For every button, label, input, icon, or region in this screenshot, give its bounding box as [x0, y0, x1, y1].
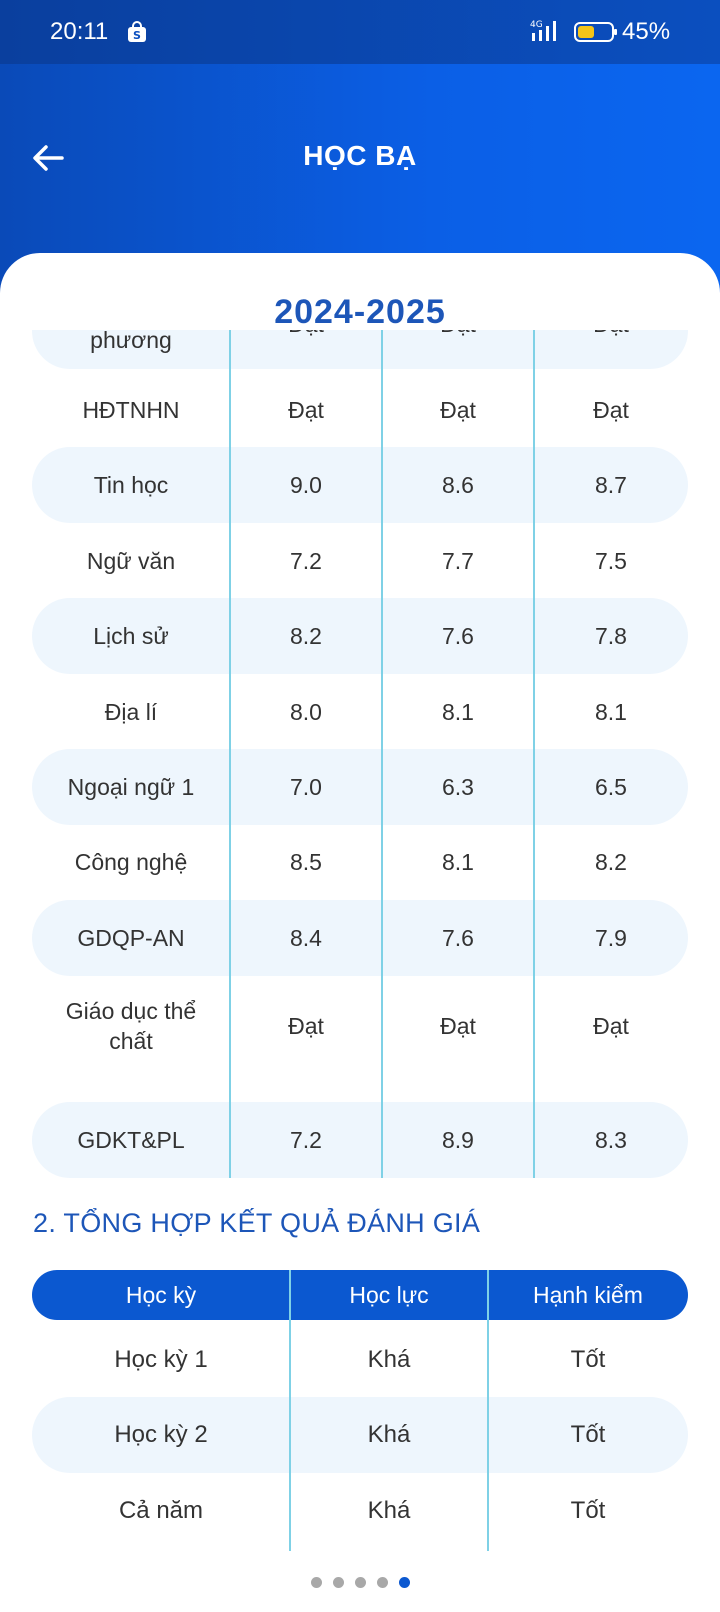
- school-year-title: 2024-2025: [274, 293, 446, 331]
- subject-cell: Công nghệ: [74, 849, 188, 875]
- back-button[interactable]: [28, 138, 68, 178]
- semester2-score: 7.6: [442, 925, 474, 951]
- table-row: phương Đạt Đạt Đạt: [32, 330, 688, 369]
- column-divider: [381, 330, 383, 1178]
- arrow-left-icon: [33, 145, 64, 171]
- year-score: Đạt: [593, 397, 629, 423]
- year-score: 8.7: [595, 472, 627, 498]
- page-dot[interactable]: [377, 1577, 388, 1588]
- subject-cell: Ngữ văn: [86, 548, 176, 574]
- semester1-score: 8.0: [290, 699, 322, 725]
- year-score: 7.5: [595, 548, 627, 574]
- table-row: Công nghệ 8.5 8.1 8.2: [32, 824, 688, 900]
- semester1-score: 9.0: [290, 472, 322, 498]
- conduct-cell: Tốt: [570, 1346, 606, 1373]
- subject-cell: Giáo dục thể chất: [65, 998, 197, 1054]
- page-dot[interactable]: [355, 1577, 366, 1588]
- page-dot[interactable]: [311, 1577, 322, 1588]
- header-academic: Học lực: [349, 1281, 429, 1308]
- summary-column-divider: [487, 1270, 489, 1551]
- semester2-score: 8.6: [442, 472, 474, 498]
- summary-row: Học kỳ 1 Khá Tốt: [32, 1322, 688, 1398]
- year-score: 8.2: [595, 849, 627, 875]
- column-divider: [229, 330, 231, 1178]
- term-cell: Học kỳ 1: [114, 1346, 208, 1373]
- semester1-score: 8.5: [290, 849, 322, 875]
- summary-row: Cả năm Khá Tốt: [32, 1473, 688, 1549]
- semester2-score: 8.1: [442, 699, 474, 725]
- subject-cell: Địa lí: [104, 699, 158, 725]
- semester1-score: 7.2: [290, 1127, 322, 1153]
- summary-column-divider: [289, 1270, 291, 1551]
- semester1-score: Đạt: [288, 397, 324, 423]
- signal-4g-icon: 4G: [530, 20, 556, 41]
- conduct-cell: Tốt: [570, 1497, 606, 1524]
- year-score: Đạt: [534, 330, 688, 369]
- table-row: GDKT&PL 7.2 8.9 8.3: [32, 1102, 688, 1178]
- year-score: 7.8: [595, 623, 627, 649]
- academic-cell: Khá: [367, 1346, 411, 1373]
- semester1-score: Đạt: [288, 1013, 324, 1039]
- column-divider: [533, 330, 535, 1178]
- battery-percent: 45%: [622, 18, 671, 45]
- page-indicator: [0, 1577, 720, 1589]
- semester1-score: 8.2: [290, 623, 322, 649]
- semester2-score: Đạt: [440, 397, 476, 423]
- table-row: Lịch sử 8.2 7.6 7.8: [32, 598, 688, 674]
- table-row: Địa lí 8.0 8.1 8.1: [32, 674, 688, 750]
- table-row: Giáo dục thể chất Đạt Đạt Đạt: [32, 975, 688, 1077]
- subject-cell: Lịch sử: [93, 623, 169, 649]
- table-row: HĐTNHN Đạt Đạt Đạt: [32, 372, 688, 448]
- term-cell: Học kỳ 2: [114, 1421, 208, 1448]
- subject-cell: Tin học: [93, 472, 169, 498]
- semester2-score: 8.1: [442, 849, 474, 875]
- year-score: 8.1: [595, 699, 627, 725]
- summary-row: Học kỳ 2 Khá Tốt: [32, 1397, 688, 1473]
- page-title: HỌC BẠ: [303, 140, 417, 171]
- semester2-score: 7.7: [442, 548, 474, 574]
- subject-cell: Ngoại ngữ 1: [67, 774, 195, 800]
- table-row: Ngoại ngữ 1 7.0 6.3 6.5: [32, 749, 688, 825]
- semester1-score: 8.4: [290, 925, 322, 951]
- status-bar: 20:11 S 4G 45%: [0, 0, 720, 64]
- term-cell: Cả năm: [118, 1497, 204, 1524]
- scores-table[interactable]: phương Đạt Đạt Đạt HĐTNHN Đạt Đạt Đạt Ti…: [0, 330, 720, 1178]
- year-score: 6.5: [595, 774, 627, 800]
- table-row: Tin học 9.0 8.6 8.7: [32, 447, 688, 523]
- summary-table-header: Học kỳ Học lực Hạnh kiểm: [32, 1270, 688, 1320]
- year-score: Đạt: [593, 1013, 629, 1039]
- header-term: Học kỳ: [125, 1281, 197, 1308]
- svg-text:S: S: [133, 29, 141, 42]
- table-row: GDQP-AN 8.4 7.6 7.9: [32, 900, 688, 976]
- svg-text:4G: 4G: [530, 20, 543, 30]
- battery-icon: [574, 22, 617, 42]
- semester1-score: 7.0: [290, 774, 322, 800]
- page-dot[interactable]: [333, 1577, 344, 1588]
- academic-cell: Khá: [367, 1421, 411, 1448]
- subject-cell: GDQP-AN: [77, 925, 185, 951]
- semester2-score: 7.6: [442, 623, 474, 649]
- semester1-score: Đạt: [230, 330, 382, 369]
- semester2-score: 8.9: [442, 1127, 474, 1153]
- year-score: 7.9: [595, 925, 627, 951]
- header-conduct: Hạnh kiểm: [533, 1281, 643, 1308]
- table-row: Ngữ văn 7.2 7.7 7.5: [32, 523, 688, 599]
- subject-cell: HĐTNHN: [82, 397, 180, 423]
- semester2-score: 6.3: [442, 774, 474, 800]
- shopping-bag-icon: S: [128, 21, 146, 42]
- subject-cell: phương: [90, 330, 172, 353]
- subject-cell: GDKT&PL: [77, 1127, 185, 1153]
- conduct-cell: Tốt: [570, 1421, 606, 1448]
- status-time: 20:11: [50, 18, 109, 45]
- semester2-score: Đạt: [382, 330, 534, 369]
- semester2-score: Đạt: [440, 1013, 476, 1039]
- academic-cell: Khá: [367, 1497, 411, 1524]
- year-score: 8.3: [595, 1127, 627, 1153]
- semester1-score: 7.2: [290, 548, 322, 574]
- page-dot-active[interactable]: [399, 1577, 410, 1588]
- summary-section-title: 2. TỔNG HỢP KẾT QUẢ ĐÁNH GIÁ: [33, 1208, 481, 1238]
